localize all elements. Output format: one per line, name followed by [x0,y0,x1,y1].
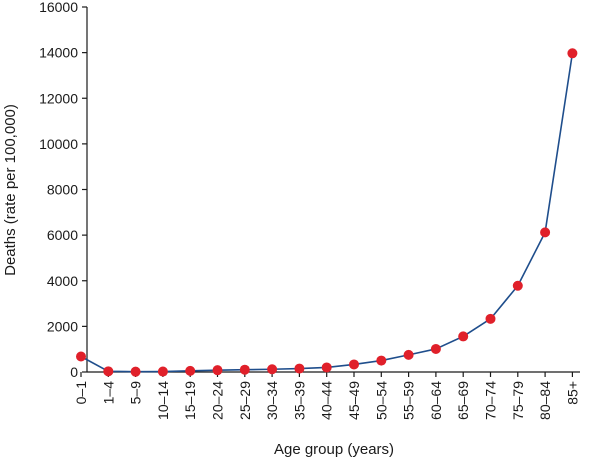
data-point [512,280,523,291]
x-tick-label: 45–49 [346,381,362,420]
data-point [294,363,305,374]
data-point [430,343,441,354]
series-line [80,53,574,373]
data-point [157,366,168,377]
data-point [76,351,86,362]
y-tick-label: 12000 [39,90,78,106]
data-point [567,48,578,59]
data-point [349,359,359,370]
data-point [103,366,114,377]
y-tick-label: 8000 [47,182,78,198]
y-tick-label: 6000 [47,227,78,243]
x-tick-label: 5–9 [128,381,144,405]
x-axis-title: Age group (years) [274,441,394,458]
x-tick-label: 40–44 [319,381,335,420]
data-point [403,349,414,360]
data-point [485,313,496,324]
x-axis-ticks: 0–1 1–4 5–9 10–14 15–19 20–24 25–29 30–34 35–39 4… [73,372,580,420]
y-tick-label: 4000 [47,273,78,289]
x-tick-label: 85+ [564,381,580,405]
x-tick-label: 1–4 [100,381,116,405]
x-tick-label: 30–34 [264,381,280,420]
data-point [376,355,387,366]
data-point [212,365,223,376]
x-tick-label: 35–39 [291,381,307,420]
data-point [185,365,196,376]
x-tick-label: 70–74 [483,381,499,420]
x-tick-label: 60–64 [428,381,444,420]
x-tick-label: 55–59 [401,381,417,420]
series-layer [76,48,578,377]
x-tick-label: 25–29 [237,381,253,420]
x-tick-label: 15–19 [182,381,198,420]
x-tick-label: 65–69 [455,381,471,420]
x-tick-label: 20–24 [210,381,226,420]
data-point [540,227,551,238]
y-axis-title: Deaths (rate per 100,000) [2,104,19,276]
data-point [458,331,469,342]
x-tick-label: 50–54 [373,381,389,420]
data-point [321,362,332,373]
data-point [239,364,250,375]
y-tick-label: 16000 [39,0,78,15]
x-tick-label: 10–14 [155,381,171,420]
y-tick-label: 10000 [39,136,78,152]
x-tick-label: 80–84 [537,381,553,420]
y-tick-label: 14000 [39,45,78,61]
data-point [267,364,278,375]
x-tick-label: 0–1 [73,381,89,405]
y-tick-label: 2000 [47,318,78,334]
y-axis-ticks: 0 2000 4000 6000 8000 10000 12000 14000 16000 [39,0,87,380]
data-point [130,366,141,377]
x-tick-label: 75–79 [510,381,526,420]
y-tick-label: 0 [70,364,78,380]
